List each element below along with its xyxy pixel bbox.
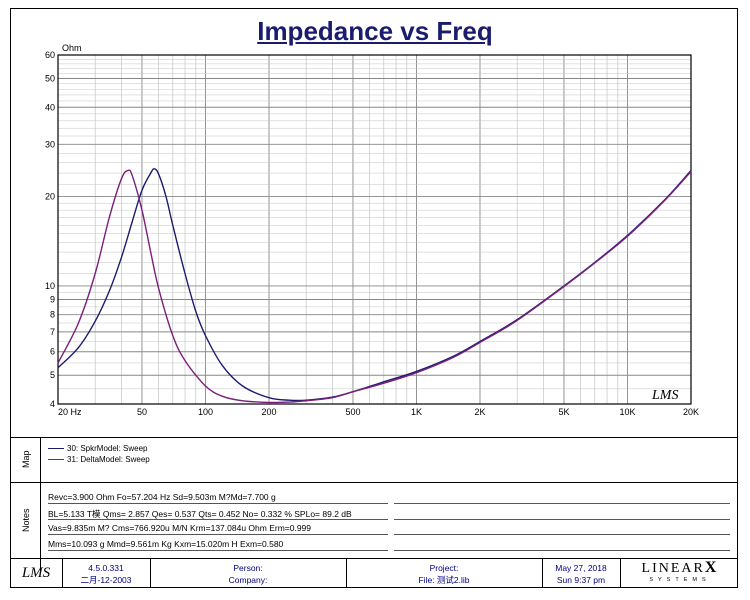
x-tick-label: 2K bbox=[474, 407, 485, 417]
note-rule-3a bbox=[48, 534, 388, 535]
note-line-3: Vas=9.835m M? Cms=766.920u M/N Krm=137.0… bbox=[48, 523, 312, 533]
plot-area-border bbox=[57, 54, 692, 405]
note-rule-4b bbox=[394, 550, 730, 551]
map-section-label: Map bbox=[21, 450, 31, 468]
chart-frame bbox=[10, 8, 738, 588]
y-tick-label: 5 bbox=[50, 370, 55, 380]
series-line-spkrmodel bbox=[57, 168, 692, 402]
x-tick-label: 50 bbox=[137, 407, 147, 417]
divider-map-top bbox=[10, 437, 738, 438]
footer-date: May 27, 2018 bbox=[555, 563, 607, 573]
legend-item-spkrmodel: 30: SpkrModel: Sweep bbox=[48, 444, 148, 453]
y-tick-label: 60 bbox=[45, 50, 55, 60]
x-axis-tick-labels: 20 Hz 50 100 200 500 1K 2K 5K 10K 20K bbox=[58, 407, 699, 417]
y-tick-label: 10 bbox=[45, 281, 55, 291]
legend-item-deltamodel: 31: DeltaModel: Sweep bbox=[48, 455, 150, 464]
legend-swatch-spkrmodel bbox=[48, 448, 64, 449]
footer-divider-3 bbox=[346, 558, 347, 588]
linearx-logo-linear: LINEAR bbox=[641, 561, 705, 576]
x-tick-label: 20K bbox=[683, 407, 699, 417]
watermark-lms: LMS bbox=[651, 388, 678, 403]
series-line-deltamodel bbox=[57, 169, 692, 404]
y-axis-tick-labels: 60 50 40 30 20 10 9 8 7 6 5 4 bbox=[45, 50, 55, 409]
footer-file-label: File: 测试2.lib bbox=[418, 575, 470, 585]
note-rule-3b bbox=[394, 534, 730, 535]
chart-grid bbox=[57, 54, 692, 405]
linearx-logo: LINEARX SYSTEMS bbox=[624, 560, 736, 586]
chart-title: Impedance vs Freq bbox=[257, 16, 493, 46]
footer-time: Sun 9:37 pm bbox=[556, 575, 606, 585]
footer-divider-4 bbox=[542, 558, 543, 588]
footer-divider-5 bbox=[620, 558, 621, 588]
x-tick-label: 200 bbox=[261, 407, 276, 417]
footer-divider-2 bbox=[150, 558, 151, 588]
linearx-logo-systems: SYSTEMS bbox=[649, 577, 711, 583]
note-rule-2b bbox=[394, 519, 730, 520]
note-rule-1b bbox=[394, 503, 730, 504]
note-line-4: Mms=10.093 g Mmd=9.561m Kg Kxm=15.020m H… bbox=[48, 539, 284, 549]
divider-footer-top bbox=[10, 558, 738, 559]
x-tick-label: 10K bbox=[619, 407, 635, 417]
series-layer bbox=[57, 168, 692, 404]
footer-person-label: Person: bbox=[233, 563, 263, 573]
y-tick-label: 7 bbox=[50, 327, 55, 337]
footer-version: 4.5.0.331 bbox=[88, 563, 124, 573]
footer-divider-1 bbox=[62, 558, 63, 588]
y-tick-label: 40 bbox=[45, 102, 55, 112]
divider-notes-top bbox=[10, 482, 738, 483]
x-tick-label: 500 bbox=[345, 407, 360, 417]
linearx-logo-wordmark: LINEARX bbox=[624, 560, 736, 577]
x-tick-label: 20 Hz bbox=[58, 407, 82, 417]
legend-swatch-deltamodel bbox=[48, 459, 64, 460]
divider-section-label bbox=[40, 437, 41, 573]
linearx-logo-x: X bbox=[704, 559, 719, 576]
notes-section-label: Notes bbox=[21, 508, 31, 532]
footer-company-label: Company: bbox=[228, 575, 268, 585]
note-line-2: BL=5.133 T模 Qms= 2.857 Qes= 0.537 Qts= 0… bbox=[48, 509, 352, 519]
footer-lms-logo: LMS bbox=[21, 565, 51, 581]
y-tick-label: 50 bbox=[45, 73, 55, 83]
note-rule-2a bbox=[48, 519, 388, 520]
x-tick-label: 100 bbox=[198, 407, 213, 417]
footer-project-label: Project: bbox=[429, 563, 459, 573]
legend-label-spkrmodel: 30: SpkrModel: Sweep bbox=[67, 444, 148, 453]
y-tick-label: 6 bbox=[50, 347, 55, 357]
note-rule-4a bbox=[48, 550, 388, 551]
y-tick-label: 9 bbox=[50, 294, 55, 304]
y-axis-label: Ohm bbox=[62, 43, 82, 53]
y-tick-label: 8 bbox=[50, 310, 55, 320]
x-tick-label: 5K bbox=[558, 407, 569, 417]
note-line-1: Revc=3.900 Ohm Fo=57.204 Hz Sd=9.503m M?… bbox=[48, 492, 276, 502]
y-tick-label: 30 bbox=[45, 139, 55, 149]
note-rule-1a bbox=[48, 503, 388, 504]
y-tick-label: 4 bbox=[50, 399, 55, 409]
legend-label-deltamodel: 31: DeltaModel: Sweep bbox=[67, 455, 150, 464]
x-tick-label: 1K bbox=[411, 407, 422, 417]
y-tick-label: 20 bbox=[45, 192, 55, 202]
footer-version-date: 二月-12-2003 bbox=[80, 575, 132, 585]
